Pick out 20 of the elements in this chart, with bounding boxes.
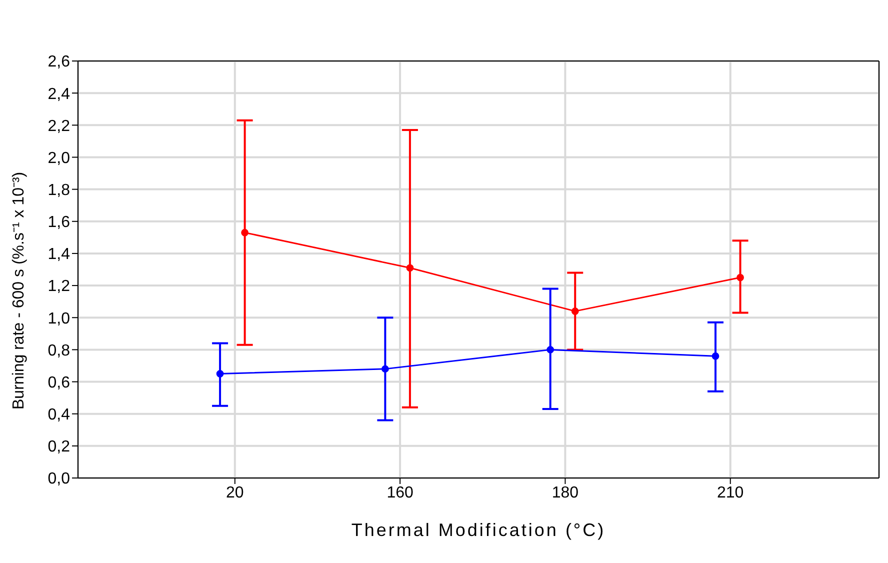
y-tick-label: 1,0 <box>48 310 70 328</box>
y-tick-label: 1,6 <box>48 214 70 232</box>
y-axis-title: Burning rate - 600 s (%.s⁻¹ x 10⁻³) <box>10 172 28 410</box>
y-tick-label: 0,4 <box>48 406 70 424</box>
y-tick-label: 0,0 <box>48 470 70 488</box>
y-tick-label: 2,0 <box>48 150 70 167</box>
y-tick-label: 2,6 <box>48 54 70 71</box>
y-tick-label: 1,8 <box>48 182 70 199</box>
x-tick-label: 20 <box>226 484 244 502</box>
x-tick-label: 210 <box>717 484 744 502</box>
y-tick-label: 0,6 <box>48 374 70 392</box>
y-tick-label: 1,4 <box>48 246 70 264</box>
y-tick-label: 1,2 <box>48 278 70 296</box>
y-tick-label: 0,8 <box>48 342 70 360</box>
x-axis-title: Thermal Modification (°C) <box>351 520 606 540</box>
y-tick-label: 2,4 <box>48 86 70 103</box>
y-tick-label: 0,2 <box>48 438 70 456</box>
x-tick-label: 180 <box>552 484 579 502</box>
y-tick-label: 2,2 <box>48 118 70 135</box>
x-tick-label: 160 <box>386 484 414 502</box>
